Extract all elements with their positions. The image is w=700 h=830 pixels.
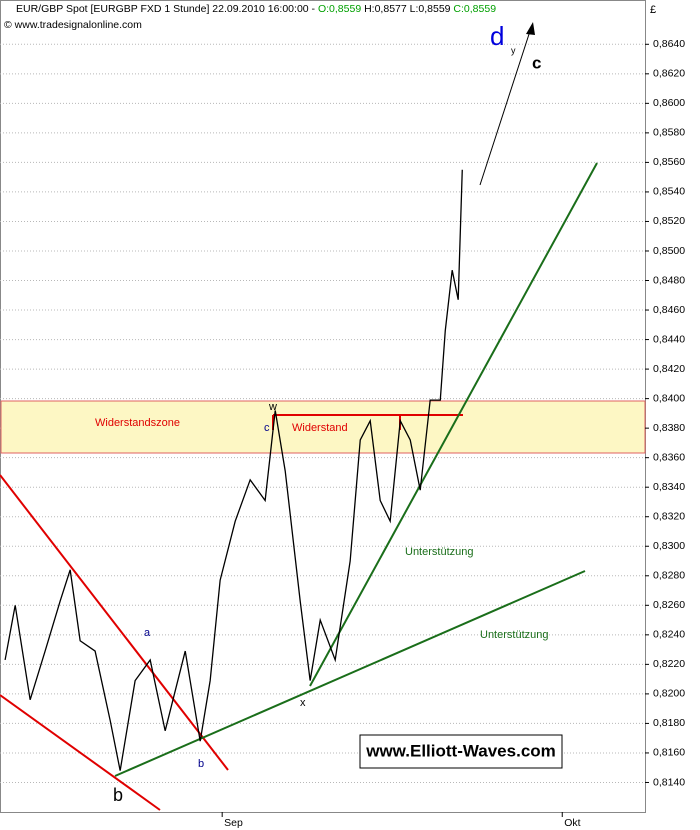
close: C:0,8559 xyxy=(453,3,496,15)
annotation: Widerstand xyxy=(292,422,348,434)
y-tick-label: 0,8140 xyxy=(653,776,685,788)
annotation: a xyxy=(144,627,151,639)
series xyxy=(4,169,463,771)
watermark: www.Elliott-Waves.com xyxy=(365,741,556,760)
annotation: w xyxy=(268,401,277,413)
arrow-head xyxy=(526,22,535,35)
annotation: x xyxy=(300,697,306,709)
y-tick-label: 0,8520 xyxy=(653,215,685,227)
annotation: b xyxy=(113,785,123,805)
y-tick-label: 0,8580 xyxy=(653,127,685,139)
annotation: c xyxy=(532,53,541,72)
annotation: d xyxy=(490,21,504,51)
y-tick-label: 0,8220 xyxy=(653,658,685,670)
watermark-box xyxy=(359,734,563,769)
high-low: H:0,8577 L:0,8559 xyxy=(364,3,451,15)
y-tick-label: 0,8560 xyxy=(653,156,685,168)
annotation: Unterstützung xyxy=(405,546,473,558)
y-tick-label: 0,8440 xyxy=(653,333,685,345)
y-tick-label: 0,8480 xyxy=(653,274,685,286)
y-tick-label: 0,8620 xyxy=(653,68,685,80)
price-line xyxy=(4,169,463,771)
trend-line xyxy=(0,694,161,811)
y-tick-label: 0,8400 xyxy=(653,392,685,404)
y-tick-label: 0,8380 xyxy=(653,422,685,434)
y-tick-label: 0,8320 xyxy=(653,511,685,523)
y-tick-label: 0,8640 xyxy=(653,38,685,50)
y-tick-label: 0,8420 xyxy=(653,363,685,375)
y-tick-label: 0,8180 xyxy=(653,717,685,729)
y-tick-label: 0,8200 xyxy=(653,688,685,700)
y-tick-label: 0,8360 xyxy=(653,451,685,463)
y-tick-label: 0,8460 xyxy=(653,304,685,316)
annotation: c xyxy=(264,422,270,434)
open: O:0,8559 xyxy=(318,3,361,15)
x-tick-label: Okt xyxy=(564,817,580,829)
annotation: Unterstützung xyxy=(480,629,548,641)
resistance-zone xyxy=(0,400,646,454)
support-line xyxy=(309,162,598,687)
y-tick-label: 0,8600 xyxy=(653,97,685,109)
y-tick-label: 0,8280 xyxy=(653,570,685,582)
y-tick-label: 0,8340 xyxy=(653,481,685,493)
source: © www.tradesignalonline.com xyxy=(4,19,142,31)
currency: £ xyxy=(650,4,656,16)
y-tick-label: 0,8500 xyxy=(653,245,685,257)
y-tick-label: 0,8240 xyxy=(653,629,685,641)
arrow xyxy=(479,27,532,186)
y-tick-label: 0,8540 xyxy=(653,186,685,198)
support-line xyxy=(114,570,586,777)
annotation: y xyxy=(511,45,516,55)
trend-line xyxy=(0,474,229,771)
header-title: EUR/GBP Spot [EURGBP FXD 1 Stunde] 22.09… xyxy=(16,3,496,15)
y-tick-label: 0,8260 xyxy=(653,599,685,611)
instrument: EUR/GBP Spot [EURGBP FXD 1 Stunde] 22.09… xyxy=(16,3,316,15)
x-tick-label: Sep xyxy=(224,817,243,829)
y-tick-label: 0,8160 xyxy=(653,747,685,759)
y-tick-label: 0,8300 xyxy=(653,540,685,552)
annotation: Widerstandszone xyxy=(95,417,180,429)
annotation: b xyxy=(198,758,204,770)
